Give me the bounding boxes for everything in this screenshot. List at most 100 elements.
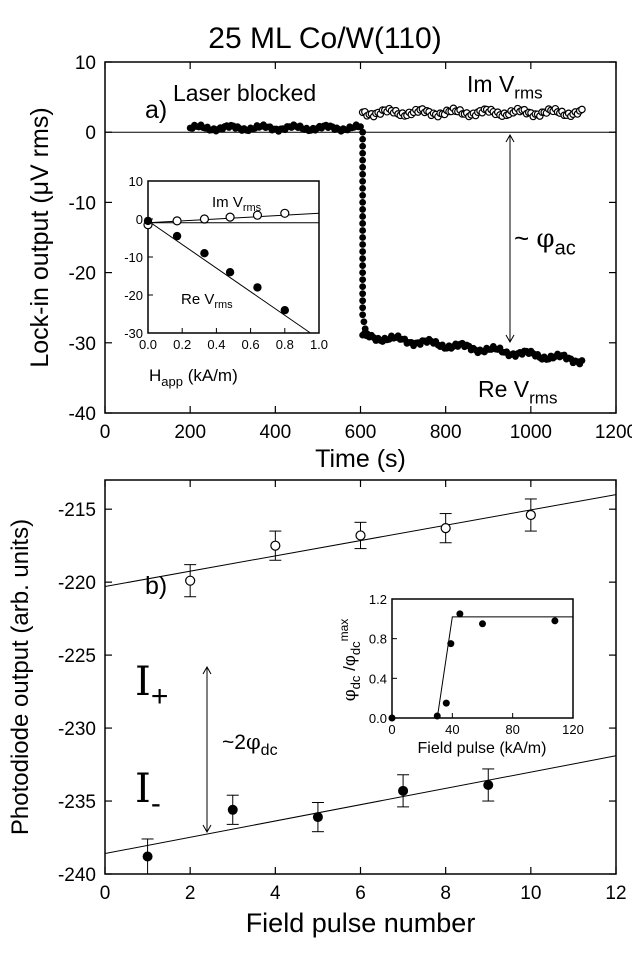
inset-data-point [388, 714, 396, 722]
data-point [359, 241, 367, 248]
inset-im-label-part-1: rms [243, 202, 262, 214]
data-point [483, 779, 494, 790]
inset-data-point [551, 617, 559, 625]
x-tick-label: 400 [259, 422, 291, 443]
inset-y-tick-label: -30 [124, 326, 143, 341]
i-plus-label: I+ [135, 659, 168, 713]
laser-blocked-label: Laser blocked [173, 80, 316, 106]
x-axis-label: Field pulse number [246, 908, 476, 938]
inset-frame [391, 598, 574, 719]
inset-data-point [479, 620, 486, 628]
inset-x-tick-label: 0.0 [139, 337, 157, 352]
x-tick-label: 6 [355, 883, 366, 904]
x-tick-label: 0 [100, 422, 111, 443]
x-tick-label: 1000 [510, 422, 552, 443]
inset-background [148, 181, 319, 333]
inset-re-point [172, 231, 182, 241]
inset-im-label: Im Vrms [212, 194, 262, 214]
series-transition [359, 128, 370, 340]
series-i-plus [184, 498, 537, 598]
y-tick-label: -220 [58, 573, 96, 594]
data-point [359, 276, 367, 284]
inset-x-axis-label-part-1: app [161, 374, 183, 389]
two-phi-dc-label-part-0: ~2 [222, 731, 246, 754]
y-tick-label: -10 [69, 193, 96, 214]
inset-re-label-part-1: rms [214, 299, 233, 311]
inset-x-axis-label-part-2: (kA/m) [183, 366, 238, 385]
inset-background [392, 599, 573, 718]
data-point [359, 206, 367, 213]
data-point [359, 227, 367, 234]
x-tick-label: 0 [100, 883, 111, 904]
inset-re-point [143, 216, 153, 226]
two-phi-arrow-head-down [202, 824, 212, 834]
inset-x-tick-label: 0.2 [173, 337, 191, 352]
i-minus-label: I- [135, 766, 161, 820]
data-point [359, 262, 367, 269]
phi-ac-label-part-2: ac [555, 237, 576, 259]
data-point [359, 213, 367, 220]
data-point [525, 509, 536, 521]
inset-y-tick-label: 0 [136, 212, 143, 227]
data-point [359, 220, 367, 227]
inset-re-point [200, 249, 209, 258]
inset-im-point [172, 216, 182, 226]
data-point [359, 255, 367, 262]
inset-y-tick-label: 1.2 [369, 592, 387, 607]
data-point [359, 149, 367, 157]
data-point [359, 135, 367, 143]
inset-x-axis-label-part-0: H [149, 366, 161, 385]
re-vrms-label-part-1: rms [529, 388, 557, 407]
fit-line-minus [105, 755, 616, 855]
data-point [359, 177, 367, 185]
phi-ac-arrow-head-down [505, 334, 515, 344]
figure-title: 25 ML Co/W(110) [208, 22, 441, 55]
inset-data-point [447, 640, 455, 648]
inset-data-point [442, 699, 450, 707]
re-vrms-label: Re Vrms [478, 376, 557, 407]
inset-y-axis-label-part-0: φ [340, 689, 360, 701]
series-im-vrms [358, 104, 586, 121]
x-tick-label: 200 [174, 422, 206, 443]
series-laser-blocked [186, 121, 364, 135]
y-tick-label: -30 [69, 334, 96, 355]
inset-x-tick-label: 0.4 [207, 337, 225, 352]
data-point [359, 290, 367, 298]
x-axis-label: Time (s) [315, 445, 406, 473]
x-tick-label: 8 [440, 883, 451, 904]
y-tick-label: 10 [75, 53, 96, 74]
two-phi-dc-label: ~2φdc [222, 730, 278, 759]
im-vrms-label-part-0: Im V [467, 71, 515, 97]
two-phi-arrow-head-up [202, 665, 212, 675]
laser-blocked-label-part-0: Laser blocked [173, 80, 316, 106]
data-point [359, 184, 367, 192]
inset-x-tick-label: 120 [562, 722, 584, 737]
phi-ac-label-part-1: φ [536, 224, 554, 254]
inset-re-label-part-0: Re V [181, 291, 214, 308]
inset-im-point [252, 210, 263, 220]
data-point [398, 785, 409, 796]
inset-x-axis-label: Happ (kA/m) [149, 366, 238, 389]
inset-y-axis-label-part-4: max [337, 619, 351, 642]
data-point [440, 523, 451, 534]
y-tick-label: -240 [58, 865, 96, 886]
panel-a: 0 200 400 600 800 1000 1200 10 0 -10 -20 -30 -40 Time… [26, 53, 632, 473]
x-tick-label: 600 [345, 422, 377, 443]
inset-im-label-part-0: Im V [212, 194, 243, 211]
data-point [360, 318, 368, 326]
data-point [359, 234, 367, 241]
data-point [359, 128, 367, 136]
panel-b-label: b) [145, 572, 167, 600]
inset-re-point [253, 283, 262, 292]
panel-a-label-part-0: a) [145, 96, 167, 124]
y-tick-label: -40 [69, 404, 96, 425]
panel-a-label: a) [145, 96, 167, 124]
y-tick-label: -230 [58, 719, 96, 740]
inset-y-tick-label: 0.0 [369, 711, 387, 726]
data-point [357, 123, 364, 131]
phi-ac-label-part-0: ~ [514, 223, 536, 253]
data-point [359, 156, 367, 164]
data-point [359, 311, 367, 319]
x-tick-label: 12 [605, 883, 626, 904]
